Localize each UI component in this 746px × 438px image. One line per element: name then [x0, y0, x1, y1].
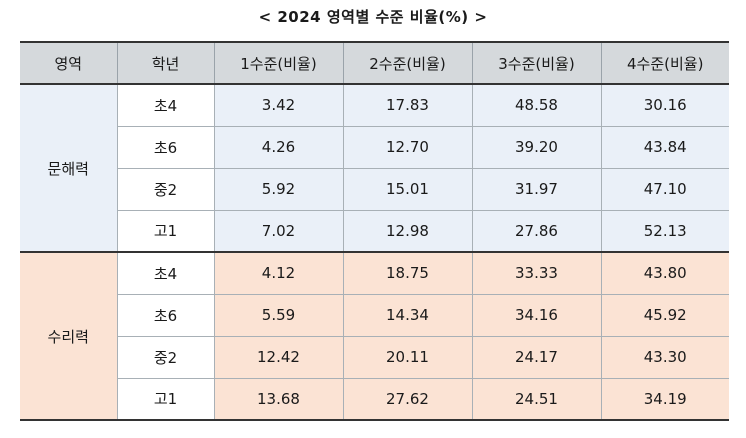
value-cell: 43.30	[600, 335, 729, 379]
value-cell: 45.92	[600, 293, 729, 337]
value-cell: 31.97	[471, 167, 602, 211]
grade-cell: 초4	[116, 251, 215, 295]
table-row: 문해력 초4 3.42 17.83 48.58 30.16	[20, 83, 729, 253]
value-cell: 5.92	[213, 167, 344, 211]
table-row: 고1 7.02 12.98 27.86 52.13	[20, 209, 729, 253]
value-cell: 17.83	[342, 83, 473, 127]
value-cell: 12.70	[342, 125, 473, 169]
value-cell: 27.62	[342, 377, 473, 421]
value-cell: 34.16	[471, 293, 602, 337]
value-cell: 4.26	[213, 125, 344, 169]
value-cell: 15.01	[342, 167, 473, 211]
value-cell: 20.11	[342, 335, 473, 379]
value-cell: 47.10	[600, 167, 729, 211]
table-title: < 2024 영역별 수준 비율(%) >	[258, 8, 488, 26]
value-cell: 48.58	[471, 83, 602, 127]
header-row: 영역 학년 1수준(비율) 2수준(비율) 3수준(비율) 4수준(비율)	[20, 41, 729, 85]
numeracy-group: 수리력 초4 4.12 18.75 33.33 43.80 초6 5.59 14…	[20, 251, 729, 421]
level-ratio-table: 영역 학년 1수준(비율) 2수준(비율) 3수준(비율) 4수준(비율) 문해…	[20, 41, 729, 421]
value-cell: 30.16	[600, 83, 729, 127]
value-cell: 4.12	[213, 251, 344, 295]
table-row: 초6 4.26 12.70 39.20 43.84	[20, 125, 729, 169]
value-cell: 3.42	[213, 83, 344, 127]
value-cell: 18.75	[342, 251, 473, 295]
header-area: 영역	[20, 41, 118, 85]
table-row: 초6 5.59 14.34 34.16 45.92	[20, 293, 729, 337]
value-cell: 34.19	[600, 377, 729, 421]
table-row: 고1 13.68 27.62 24.51 34.19	[20, 377, 729, 421]
header-level-1: 1수준(비율)	[213, 41, 344, 85]
header-level-2: 2수준(비율)	[342, 41, 473, 85]
value-cell: 12.42	[213, 335, 344, 379]
value-cell: 43.84	[600, 125, 729, 169]
value-cell: 7.02	[213, 209, 344, 253]
value-cell: 13.68	[213, 377, 344, 421]
grade-cell: 중2	[116, 335, 215, 379]
value-cell: 24.17	[471, 335, 602, 379]
header-level-3: 3수준(비율)	[471, 41, 602, 85]
value-cell: 39.20	[471, 125, 602, 169]
grade-cell: 초6	[116, 293, 215, 337]
table-row: 중2 5.92 15.01 31.97 47.10	[20, 167, 729, 211]
value-cell: 27.86	[471, 209, 602, 253]
value-cell: 14.34	[342, 293, 473, 337]
header-grade: 학년	[116, 41, 215, 85]
area-numeracy: 수리력	[20, 251, 118, 421]
value-cell: 43.80	[600, 251, 729, 295]
value-cell: 5.59	[213, 293, 344, 337]
area-literacy: 문해력	[20, 83, 118, 253]
table-row: 중2 12.42 20.11 24.17 43.30	[20, 335, 729, 379]
table-row: 수리력 초4 4.12 18.75 33.33 43.80	[20, 251, 729, 421]
value-cell: 24.51	[471, 377, 602, 421]
header-level-4: 4수준(비율)	[600, 41, 729, 85]
value-cell: 12.98	[342, 209, 473, 253]
literacy-group: 문해력 초4 3.42 17.83 48.58 30.16 초6 4.26 12…	[20, 83, 729, 253]
grade-cell: 고1	[116, 209, 215, 253]
value-cell: 33.33	[471, 251, 602, 295]
grade-cell: 고1	[116, 377, 215, 421]
grade-cell: 초6	[116, 125, 215, 169]
grade-cell: 중2	[116, 167, 215, 211]
value-cell: 52.13	[600, 209, 729, 253]
grade-cell: 초4	[116, 83, 215, 127]
